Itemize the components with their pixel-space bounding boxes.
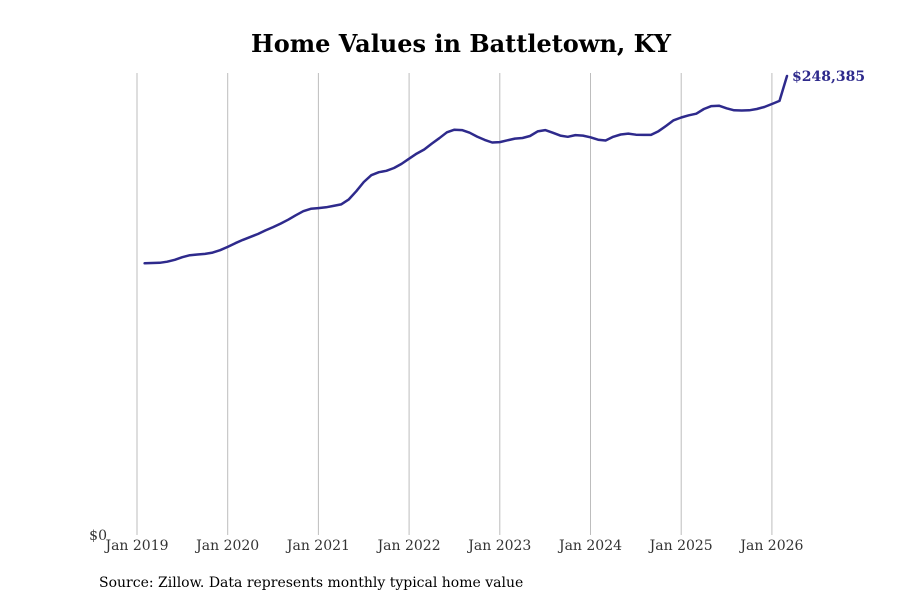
- source-note: Source: Zillow. Data represents monthly …: [99, 575, 523, 591]
- series-line-home-value: [143, 74, 789, 265]
- end-value-label: $248,385: [792, 69, 865, 85]
- x-axis-ticks: Jan 2019 Jan 2020 Jan 2021 Jan 2022 Jan 2023…: [103, 538, 803, 554]
- vertical-gridlines: [136, 73, 773, 535]
- x-tick-label: Jan 2019: [103, 538, 168, 554]
- x-tick-label: Jan 2022: [376, 538, 441, 554]
- x-tick-label: Jan 2023: [466, 538, 531, 554]
- x-tick-label: Jan 2021: [285, 538, 350, 554]
- y-tick-label-zero: $0: [89, 528, 107, 544]
- x-tick-label: Jan 2025: [648, 538, 713, 554]
- x-tick-label: Jan 2024: [557, 538, 622, 554]
- x-tick-label: Jan 2020: [194, 538, 259, 554]
- chart-title: Home Values in Battletown, KY: [251, 29, 672, 58]
- x-tick-label: Jan 2026: [738, 538, 803, 554]
